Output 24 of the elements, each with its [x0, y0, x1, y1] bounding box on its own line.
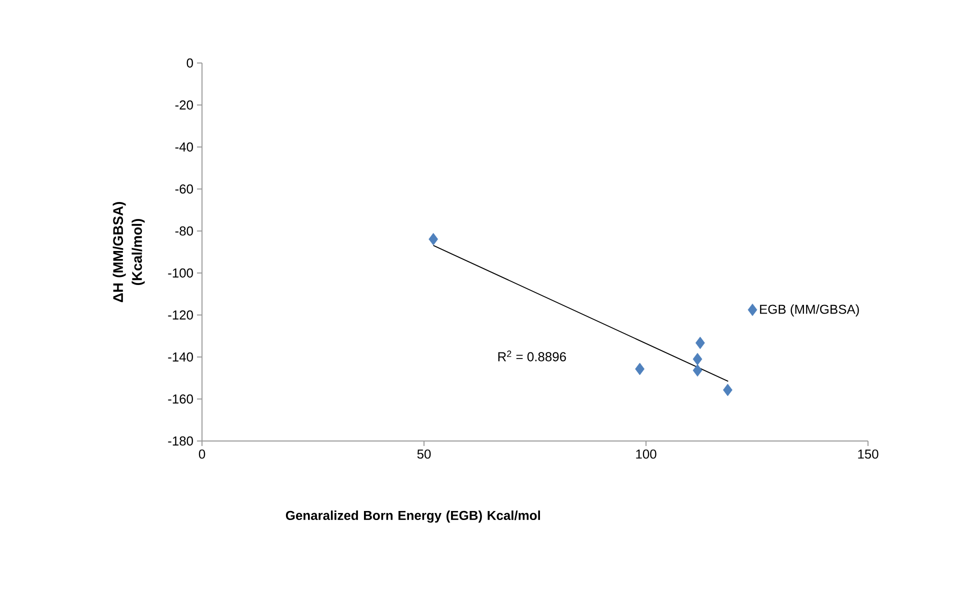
x-tick-label: 50	[417, 450, 431, 459]
point	[635, 362, 644, 376]
y-axis-title: ΔH (MM/GBSA) (Kcal/mol)	[112, 202, 145, 302]
y-tick-label: -180	[168, 436, 193, 446]
legend-label: EGB (MM/GBSA)	[760, 304, 859, 316]
y-tick-label: -100	[168, 268, 193, 278]
y-tick-label: -40	[175, 142, 193, 152]
x-tick-label: 150	[858, 450, 878, 459]
annotation: R$^{2}$ = 0.8896	[498, 350, 566, 362]
point	[692, 364, 702, 377]
y-tick-label: 0	[186, 58, 193, 68]
y-tick-label: -20	[175, 100, 193, 110]
x-axis-title: Genaralized Born Energy (EGB) Kcal/mol	[286, 510, 540, 523]
point	[723, 384, 732, 396]
x-tick-label: 100	[636, 450, 656, 459]
point	[692, 352, 702, 366]
point	[428, 232, 438, 246]
point	[695, 336, 705, 350]
y-tick-label: -80	[175, 226, 193, 236]
y-tick-label: -120	[168, 310, 193, 320]
y-tick-label: -140	[168, 352, 193, 362]
x-tick-label: 0	[198, 450, 206, 459]
y-tick-label: -60	[175, 184, 193, 194]
y-tick-label: -160	[168, 394, 193, 404]
